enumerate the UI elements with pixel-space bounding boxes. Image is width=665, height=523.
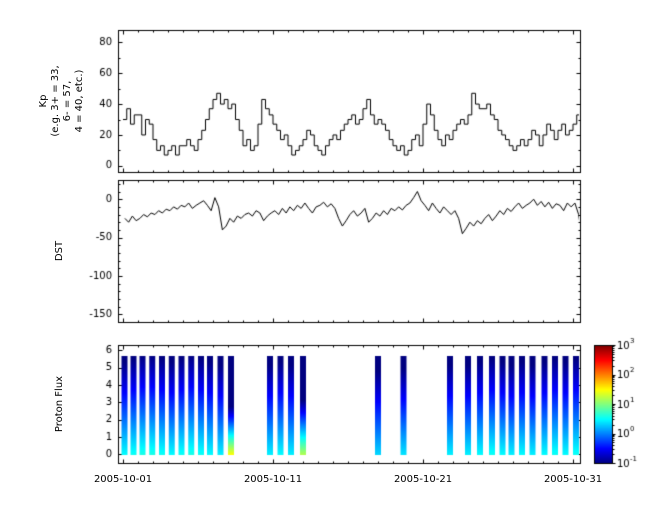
kp-axis-label-line-1: Kp [38,94,49,108]
kp-axis-label-line-3: 6- = 57, [62,80,73,122]
x-tick-label-4: 2005-10-31 [543,474,603,485]
x-tick-label-3: 2005-10-21 [393,474,453,485]
x-tick-label-2: 2005-10-11 [243,474,303,485]
dst-axis-label: DST [54,240,65,262]
proton-flux-axis-label: Proton Flux [54,375,65,433]
kp-axis-label: Kp (e.g. 3+ = 33, 6- = 57, 4 = 40, etc.) [38,65,86,136]
kp-axis-label-line-2: (e.g. 3+ = 33, [50,65,61,137]
kp-axis-label-line-4: 4 = 40, etc.) [74,69,85,133]
x-tick-label-1: 2005-10-01 [93,474,153,485]
